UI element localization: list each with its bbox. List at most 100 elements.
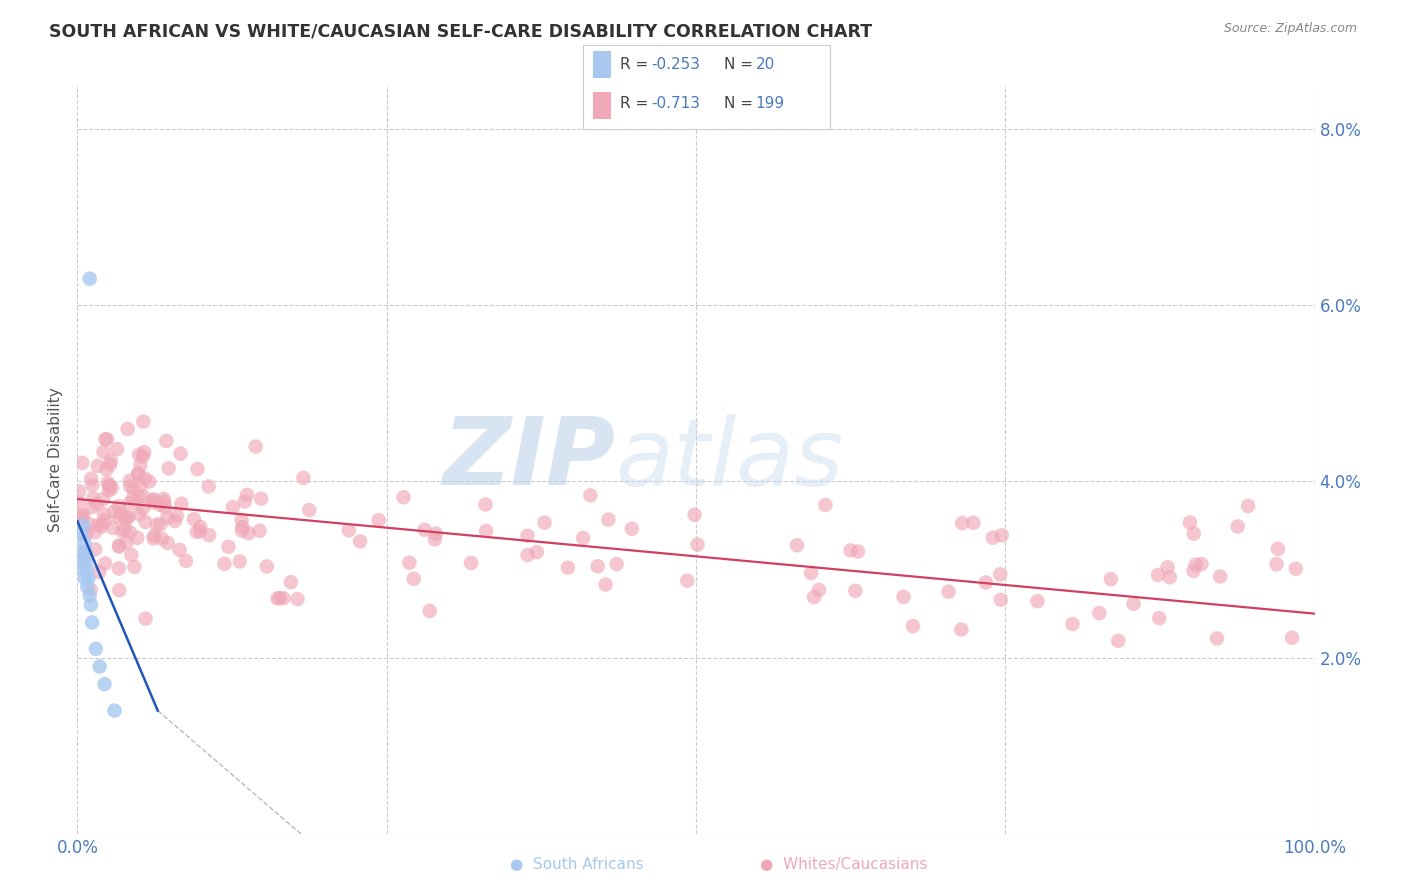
Point <box>950 623 973 637</box>
Point <box>84 542 107 557</box>
Point <box>72 545 94 559</box>
Point <box>153 500 176 515</box>
Point <box>101 481 124 495</box>
Point <box>87 458 110 473</box>
Point <box>103 504 125 518</box>
Point <box>786 538 808 552</box>
Point <box>134 445 156 459</box>
Point <box>901 619 924 633</box>
Point <box>118 474 141 488</box>
Point <box>70 511 93 525</box>
Point <box>72 554 94 568</box>
Point <box>269 591 291 606</box>
Point <box>134 515 156 529</box>
Point <box>86 518 108 533</box>
Point <box>86 497 108 511</box>
Point <box>188 524 211 539</box>
Point <box>803 590 825 604</box>
Point <box>266 591 288 606</box>
Point <box>94 432 117 446</box>
Point <box>1026 594 1049 608</box>
Point <box>127 467 149 481</box>
Point <box>392 490 415 504</box>
Point <box>844 583 866 598</box>
Bar <box>593 52 610 78</box>
Point <box>1189 557 1212 571</box>
Point <box>128 507 150 521</box>
Point <box>186 462 208 476</box>
Point <box>79 582 101 597</box>
Point <box>460 556 482 570</box>
Point <box>115 512 138 526</box>
Point <box>1147 611 1170 625</box>
Point <box>595 577 617 591</box>
Point <box>72 508 94 522</box>
Point <box>127 490 149 504</box>
Point <box>135 612 157 626</box>
Point <box>72 518 94 533</box>
Point <box>1285 562 1308 576</box>
Point <box>413 523 436 537</box>
Point <box>398 556 420 570</box>
Point <box>118 525 141 540</box>
Point <box>1184 558 1206 572</box>
Point <box>83 525 105 540</box>
Point <box>1099 572 1122 586</box>
Point <box>1182 564 1205 578</box>
Point <box>91 492 114 507</box>
Point <box>169 542 191 557</box>
Text: SOUTH AFRICAN VS WHITE/CAUCASIAN SELF-CARE DISABILITY CORRELATION CHART: SOUTH AFRICAN VS WHITE/CAUCASIAN SELF-CA… <box>49 22 872 40</box>
Point <box>1267 541 1289 556</box>
Point <box>150 532 173 546</box>
Text: N =: N = <box>724 96 758 112</box>
Point <box>107 561 129 575</box>
Point <box>70 508 93 523</box>
Point <box>800 566 823 580</box>
Text: atlas: atlas <box>616 414 844 505</box>
Point <box>156 536 179 550</box>
Point <box>1182 526 1205 541</box>
Point <box>988 567 1011 582</box>
Point <box>80 500 103 515</box>
Point <box>128 448 150 462</box>
Point <box>572 531 595 545</box>
Point <box>80 471 103 485</box>
Point <box>598 513 620 527</box>
Point <box>153 495 176 509</box>
Point <box>474 498 496 512</box>
Point <box>1206 632 1229 646</box>
Point <box>516 529 538 543</box>
Point <box>67 484 90 499</box>
Point <box>98 478 121 492</box>
Point <box>124 560 146 574</box>
Point <box>938 584 960 599</box>
Point <box>75 549 97 564</box>
Point <box>75 545 97 559</box>
Point <box>98 479 121 493</box>
Text: R =: R = <box>620 96 654 112</box>
Text: 20: 20 <box>756 57 775 72</box>
Point <box>82 615 104 630</box>
Text: N =: N = <box>724 57 758 72</box>
Point <box>132 415 155 429</box>
Point <box>166 508 188 523</box>
Point <box>236 488 259 502</box>
Point <box>127 531 149 545</box>
Point <box>423 533 446 547</box>
Point <box>156 510 179 524</box>
Point <box>79 271 101 285</box>
Point <box>114 523 136 537</box>
Point <box>214 557 236 571</box>
Point <box>1209 569 1232 583</box>
Point <box>110 507 132 521</box>
Point <box>129 478 152 492</box>
Point <box>893 590 915 604</box>
Point <box>142 532 165 546</box>
Point <box>73 536 96 550</box>
Point <box>807 582 830 597</box>
Point <box>111 524 134 538</box>
Point <box>91 516 114 531</box>
Point <box>231 524 253 538</box>
Point <box>94 557 117 571</box>
Point <box>118 496 141 510</box>
